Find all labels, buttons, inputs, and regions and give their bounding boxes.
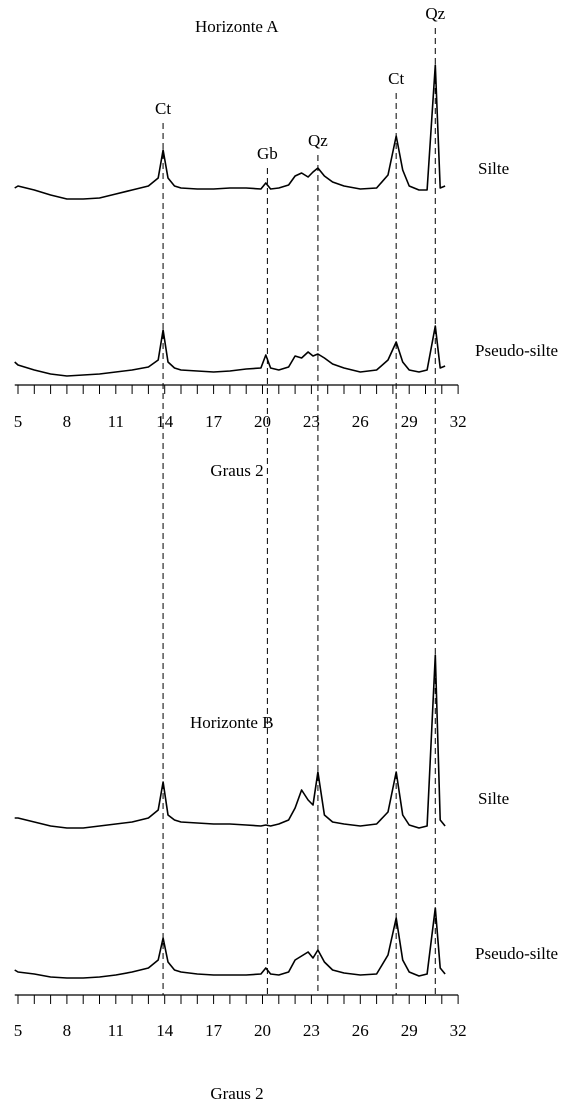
trace — [14, 654, 446, 829]
x-axis-label: Graus 2 — [210, 1084, 263, 1103]
x-tick-label: 17 — [205, 412, 223, 431]
x-tick-label: 23 — [303, 1021, 320, 1040]
x-tick-label: 23 — [303, 412, 320, 431]
peak-label: Qz — [425, 4, 445, 23]
panel-title: Horizonte A — [195, 17, 279, 36]
x-tick-label: 17 — [205, 1021, 223, 1040]
peak-label: Ct — [155, 99, 171, 118]
x-tick-label: 8 — [63, 1021, 72, 1040]
series-label: Pseudo-silte — [475, 944, 558, 963]
series-label: Silte — [478, 789, 509, 808]
x-tick-label: 26 — [352, 1021, 369, 1040]
x-tick-label: 20 — [254, 1021, 271, 1040]
peak-label: Gb — [257, 144, 278, 163]
x-tick-label: 20 — [254, 412, 271, 431]
x-tick-label: 5 — [14, 412, 23, 431]
x-tick-label: 26 — [352, 412, 369, 431]
series-label: Silte — [478, 159, 509, 178]
x-tick-label: 11 — [108, 412, 124, 431]
x-tick-label: 11 — [108, 1021, 124, 1040]
peak-label: Qz — [308, 131, 328, 150]
trace — [14, 907, 446, 979]
x-tick-label: 5 — [14, 1021, 23, 1040]
trace — [14, 64, 446, 200]
series-label: Pseudo-silte — [475, 341, 558, 360]
x-tick-label: 32 — [450, 1021, 467, 1040]
peak-label: Ct — [388, 69, 404, 88]
trace — [14, 325, 446, 377]
x-tick-label: 14 — [156, 412, 174, 431]
x-tick-label: 32 — [450, 412, 467, 431]
x-tick-label: 14 — [156, 1021, 174, 1040]
x-tick-label: 29 — [401, 412, 418, 431]
x-axis-label: Graus 2 — [210, 461, 263, 480]
panel-title: Horizonte B — [190, 713, 274, 732]
x-tick-label: 29 — [401, 1021, 418, 1040]
x-tick-label: 8 — [63, 412, 72, 431]
